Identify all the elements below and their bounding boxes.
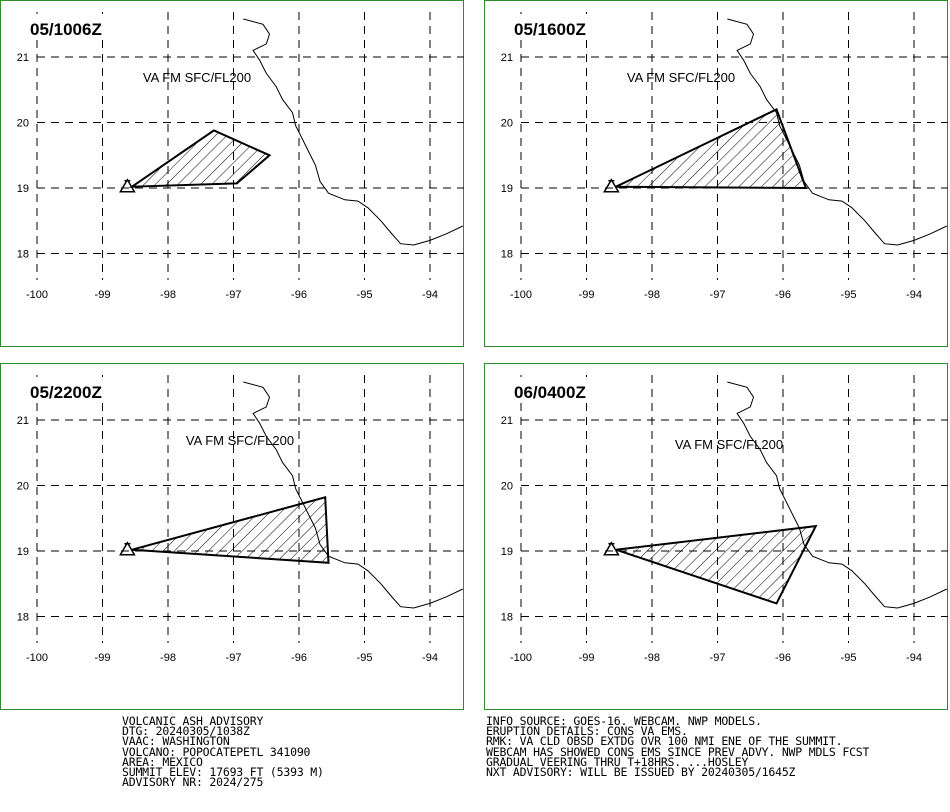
va-altitude-label: VA FM SFC/FL200: [675, 437, 783, 452]
lat-tick-label: 18: [501, 612, 513, 624]
lat-tick-label: 20: [17, 118, 29, 130]
lon-tick-label: -96: [291, 652, 307, 664]
advisory-info-right: INFO SOURCE: GOES-16. WEBCAM. NWP MODELS…: [486, 714, 870, 779]
advisory-right-line: WEBCAM HAS SHOWED CONS EMS SINCE PREV AD…: [486, 744, 870, 759]
lon-tick-label: -97: [710, 289, 726, 301]
volcano-icon: [603, 178, 620, 193]
map-panel-2: -100 -99 -98 -97 -96 -95 -94 21 20 19 18 05/1600Z VA…: [484, 0, 948, 347]
lon-tick-label: -95: [357, 652, 373, 664]
volcano-icon: [603, 541, 620, 556]
advisory-left-line: VOLCANO: POPOCATEPETL 341090: [122, 744, 311, 759]
time-label-background: [26, 377, 106, 403]
lon-tick-label: -99: [95, 289, 111, 301]
advisory-info-left: VOLCANIC ASH ADVISORY DTG: 20240305/1038Z…: [122, 714, 324, 790]
lon-tick-label: -95: [357, 289, 373, 301]
lon-tick-label: -97: [226, 652, 242, 664]
lon-tick-label: -99: [579, 652, 595, 664]
coastline: [727, 18, 948, 246]
map-panel-4: -100 -99 -98 -97 -96 -95 -94 21 20 19 18 06/0400Z VA…: [484, 363, 948, 710]
time-label-background: [26, 14, 106, 40]
lat-tick-label: 20: [501, 118, 513, 130]
lat-tick-label: 21: [501, 415, 513, 427]
lat-tick-label: 19: [501, 183, 513, 195]
advisory-right-line: GRADUAL VEERING THRU T+18HRS. ...HOSLEY: [486, 754, 749, 769]
lat-tick-label: 21: [501, 52, 513, 64]
advisory-left-line: SUMMIT ELEV: 17693 FT (5393 M): [122, 764, 324, 779]
va-altitude-label: VA FM SFC/FL200: [627, 70, 735, 85]
ash-cloud-polygon: [131, 496, 330, 564]
lat-tick-label: 20: [17, 481, 29, 493]
lon-tick-label: -96: [291, 289, 307, 301]
lat-tick-label: 20: [501, 481, 513, 493]
advisory-right-line: NXT ADVISORY: WILL BE ISSUED BY 20240305…: [486, 764, 796, 779]
lat-tick-label: 18: [17, 249, 29, 261]
forecast-time-label: 06/0400Z: [514, 383, 586, 402]
forecast-time-label: 05/1006Z: [30, 20, 102, 39]
lat-tick-label: 18: [501, 249, 513, 261]
lon-tick-label: -100: [510, 652, 532, 664]
lon-tick-label: -95: [841, 289, 857, 301]
advisory-left-line: DTG: 20240305/1038Z: [122, 724, 250, 739]
lat-tick-label: 19: [17, 546, 29, 558]
lon-tick-label: -94: [906, 652, 922, 664]
volcano-icon: [119, 541, 136, 556]
advisory-left-line: ADVISORY NR: 2024/275: [122, 775, 264, 790]
forecast-time-label: 05/1600Z: [514, 20, 586, 39]
advisory-right-line: RMK: VA CLD OBSD EXTDG OVR 100 NMI ENE O…: [486, 734, 843, 749]
map-panel-3: -100 -99 -98 -97 -96 -95 -94 21 20 19 18 05/2200Z VA…: [0, 363, 464, 710]
advisory-right-line: INFO SOURCE: GOES-16. WEBCAM. NWP MODELS…: [486, 714, 762, 728]
advisory-right-line: ERUPTION DETAILS: CONS VA EMS.: [486, 724, 688, 739]
lon-tick-label: -94: [906, 289, 922, 301]
lon-tick-label: -94: [422, 289, 438, 301]
lon-tick-label: -99: [579, 289, 595, 301]
forecast-time-label: 05/2200Z: [30, 383, 102, 402]
va-altitude-label: VA FM SFC/FL200: [143, 70, 251, 85]
lon-tick-label: -98: [160, 289, 176, 301]
lon-tick-label: -98: [644, 652, 660, 664]
lon-tick-label: -94: [422, 652, 438, 664]
lat-tick-label: 21: [17, 415, 29, 427]
lon-tick-label: -99: [95, 652, 111, 664]
time-label-background: [510, 14, 590, 40]
lon-tick-label: -100: [510, 289, 532, 301]
lat-tick-label: 19: [17, 183, 29, 195]
ash-cloud-polygon: [615, 108, 808, 190]
coastline: [243, 18, 464, 246]
va-altitude-label: VA FM SFC/FL200: [186, 433, 294, 448]
lat-tick-label: 21: [17, 52, 29, 64]
map-panel-svg: -100 -99 -98 -97 -96 -95 -94 21 20 19 18 05/1600Z VA…: [484, 0, 948, 347]
map-panel-svg: -100 -99 -98 -97 -96 -95 -94 21 20 19 18 06/0400Z VA…: [484, 363, 948, 710]
advisory-left-line: VAAC: WASHINGTON: [122, 734, 230, 749]
lon-tick-label: -96: [775, 289, 791, 301]
map-panel-svg: -100 -99 -98 -97 -96 -95 -94 21 20 19 18 05/2200Z VA…: [0, 363, 464, 710]
ash-cloud-polygon: [615, 524, 818, 605]
advisory-left-line: VOLCANIC ASH ADVISORY: [122, 714, 264, 728]
advisory-left-line: AREA: MEXICO: [122, 754, 203, 769]
time-label-background: [510, 377, 590, 403]
lon-tick-label: -100: [26, 652, 48, 664]
lon-tick-label: -98: [644, 289, 660, 301]
lat-tick-label: 19: [501, 546, 513, 558]
lon-tick-label: -96: [775, 652, 791, 664]
volcano-icon: [119, 178, 136, 193]
panel-frame: [484, 363, 948, 710]
lon-tick-label: -97: [710, 652, 726, 664]
coastline: [727, 381, 948, 609]
lon-tick-label: -97: [226, 289, 242, 301]
lon-tick-label: -100: [26, 289, 48, 301]
map-panel-svg: -100 -99 -98 -97 -96 -95 -94 21 20 19 18 05/1006Z VA…: [0, 0, 464, 347]
ash-cloud-polygon: [128, 129, 272, 188]
map-panel-1: -100 -99 -98 -97 -96 -95 -94 21 20 19 18 05/1006Z VA…: [0, 0, 464, 347]
lon-tick-label: -95: [841, 652, 857, 664]
lon-tick-label: -98: [160, 652, 176, 664]
lat-tick-label: 18: [17, 612, 29, 624]
